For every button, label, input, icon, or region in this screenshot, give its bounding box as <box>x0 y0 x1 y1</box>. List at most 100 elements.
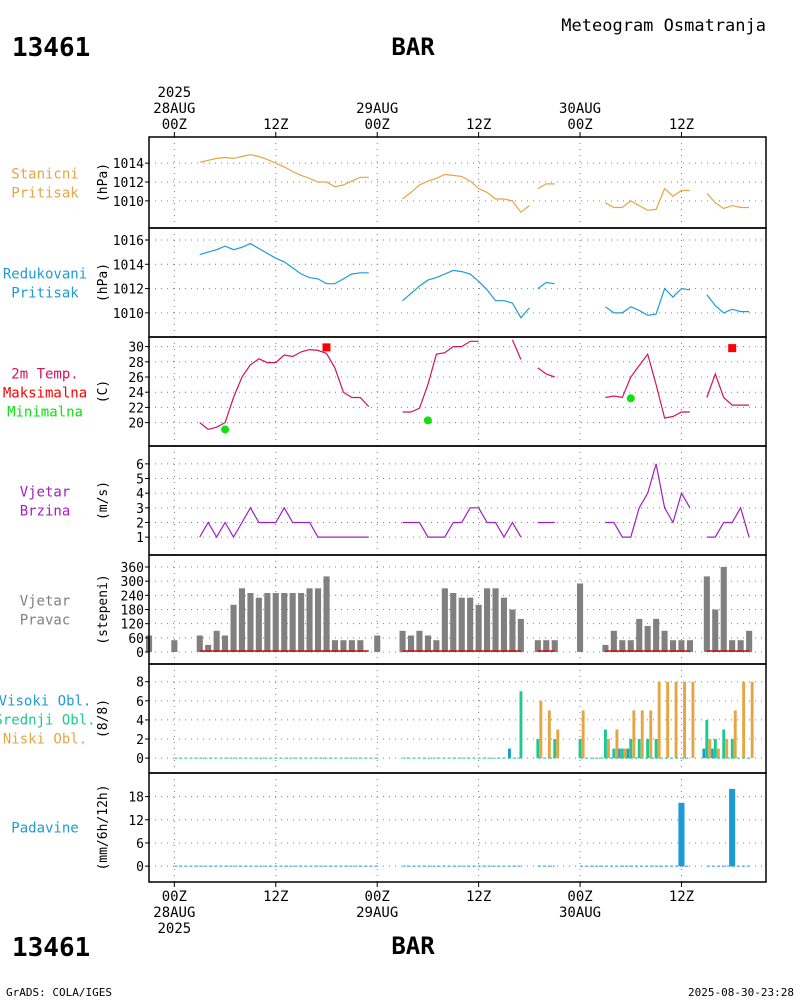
bar-wind-direction <box>196 635 203 652</box>
bar-wind-direction <box>374 635 381 652</box>
bar-wind-direction <box>661 630 668 653</box>
time-label-bottom: 28AUG <box>153 905 195 921</box>
bar-wind-direction <box>551 640 558 652</box>
time-label-bottom: 12Z <box>263 889 288 905</box>
panel-label-station-pressure-1: Pritisak <box>11 186 79 202</box>
bar-cloud-cover <box>683 681 686 759</box>
bar-cloud-cover <box>623 748 627 759</box>
bar-wind-direction <box>492 588 499 653</box>
bar-precipitation <box>678 802 685 867</box>
series-line-temperature <box>511 339 522 360</box>
bar-cloud-cover <box>649 710 653 759</box>
unit-label-wind-direction: (stepeni) <box>96 574 111 644</box>
bar-wind-direction <box>323 576 330 652</box>
y-tick-label: 1014 <box>113 258 144 273</box>
y-tick-label: 6 <box>136 458 144 473</box>
bar-wind-direction <box>627 640 634 652</box>
panel-frame-wind-speed <box>148 445 767 556</box>
bar-cloud-cover <box>508 748 511 759</box>
bar-wind-direction <box>306 588 313 653</box>
series-line-temperature <box>706 372 750 406</box>
bar-wind-direction <box>644 626 651 652</box>
bar-wind-direction <box>289 593 296 652</box>
bar-wind-direction <box>500 597 507 652</box>
bar-cloud-cover <box>553 739 557 759</box>
y-tick-label: 24 <box>128 386 144 401</box>
station-name-bottom: BAR <box>391 932 435 960</box>
series-line-temperature <box>402 340 479 413</box>
time-label-bottom: 00Z <box>365 889 390 905</box>
bar-wind-direction <box>746 630 753 653</box>
bar-wind-direction <box>678 640 685 652</box>
panel-label-temperature-2: Minimalna <box>7 405 83 421</box>
bar-wind-direction <box>348 640 355 652</box>
bar-cloud-cover <box>730 739 734 759</box>
time-label-top: 12Z <box>466 117 491 133</box>
bar-cloud-cover <box>713 739 717 759</box>
bar-cloud-cover <box>617 748 621 759</box>
y-tick-label: 0 <box>136 646 144 661</box>
time-label-top: 12Z <box>669 117 694 133</box>
panel-label-reduced-pressure-1: Pritisak <box>11 286 79 302</box>
bar-precipitation <box>729 788 736 867</box>
series-line-reduced-pressure <box>537 281 555 290</box>
time-label-top: 00Z <box>365 117 390 133</box>
series-line-wind-speed <box>199 506 369 539</box>
bar-cloud-cover <box>615 729 619 759</box>
bar-cloud-cover <box>750 681 754 759</box>
bar-wind-direction <box>458 597 465 652</box>
y-tick-label: 240 <box>121 589 144 604</box>
panel-label-wind-speed-1: Brzina <box>20 504 71 520</box>
y-tick-label: 1 <box>136 531 144 546</box>
bar-wind-direction <box>619 640 626 652</box>
station-id-bottom: 13461 <box>12 933 90 963</box>
bar-cloud-cover <box>702 748 706 759</box>
panel-label-wind-direction-1: Pravac <box>20 613 71 629</box>
y-tick-label: 2 <box>136 733 144 748</box>
bar-wind-direction <box>610 630 617 653</box>
bar-wind-direction <box>205 644 212 652</box>
bar-cloud-cover <box>612 748 616 759</box>
time-label-top: 00Z <box>567 117 592 133</box>
panel-label-temperature-1: Maksimalna <box>3 386 87 402</box>
bar-cloud-cover <box>581 710 585 759</box>
y-tick-label: 2 <box>136 516 144 531</box>
series-line-wind-speed <box>605 463 691 538</box>
series-line-wind-speed <box>402 507 522 539</box>
bar-cloud-cover <box>604 729 607 759</box>
time-label-bottom: 2025 <box>157 921 191 937</box>
panel-label-wind-direction-0: Vjetar <box>20 594 71 610</box>
y-tick-label: 20 <box>128 417 144 432</box>
chart-title: Meteogram Osmatranja <box>561 16 766 36</box>
time-label-bottom: 00Z <box>162 889 187 905</box>
y-tick-label: 30 <box>128 341 144 356</box>
bar-wind-direction <box>255 597 262 652</box>
panel-label-wind-speed-0: Vjetar <box>20 485 71 501</box>
series-line-reduced-pressure <box>706 294 750 314</box>
series-line-station-pressure <box>537 183 555 190</box>
station-id-top: 13461 <box>12 33 90 63</box>
y-tick-label: 26 <box>128 371 144 386</box>
bar-wind-direction <box>408 635 415 652</box>
y-tick-label: 1016 <box>113 234 144 249</box>
bar-wind-direction <box>670 640 677 652</box>
bar-cloud-cover <box>519 691 523 759</box>
y-tick-label: 1012 <box>113 283 144 298</box>
time-label-top: 28AUG <box>153 101 195 117</box>
bar-wind-direction <box>729 640 736 652</box>
y-tick-label: 6 <box>136 695 144 710</box>
unit-label-station-pressure: (hPa) <box>96 163 111 202</box>
bar-wind-direction <box>416 630 423 653</box>
panel-label-cloud-cover-0: Visoki Obl. <box>0 694 91 710</box>
unit-label-cloud-cover: (8/8) <box>96 699 111 738</box>
panel-frame-station-pressure <box>148 136 767 229</box>
bar-cloud-cover <box>716 748 720 759</box>
series-line-reduced-pressure <box>199 242 369 285</box>
tmax-marker <box>322 343 331 352</box>
series-line-reduced-pressure <box>605 287 690 316</box>
bar-wind-direction <box>213 630 220 653</box>
unit-label-reduced-pressure: (hPa) <box>96 263 111 302</box>
bar-wind-direction <box>577 583 584 652</box>
bar-wind-direction <box>433 640 440 652</box>
